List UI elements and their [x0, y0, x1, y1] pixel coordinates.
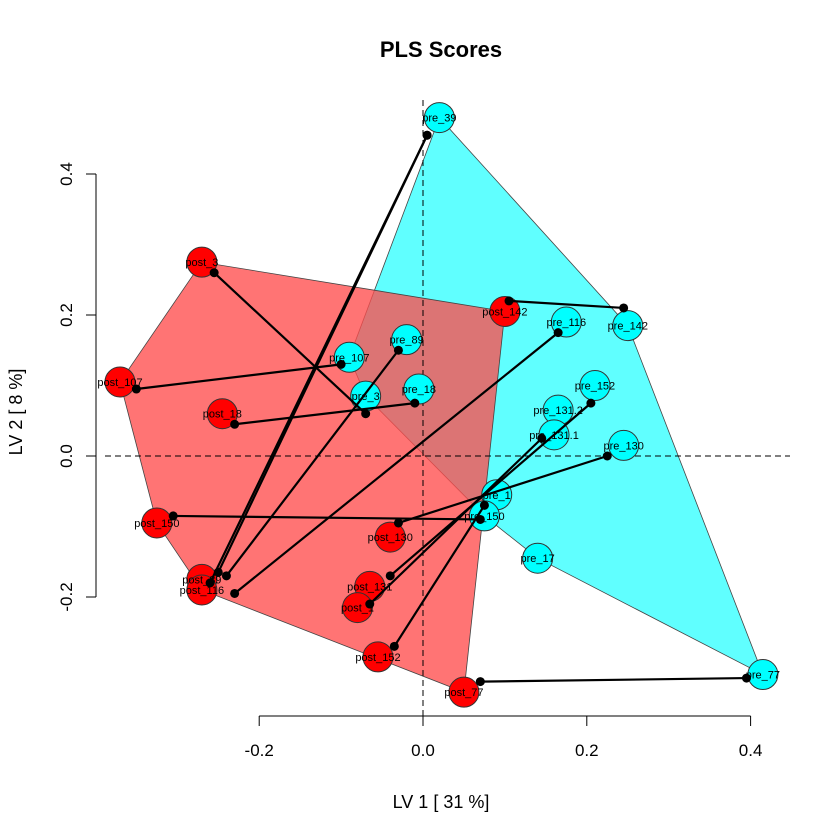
point-label: post_18	[203, 409, 242, 421]
pair-segment	[369, 437, 543, 605]
point-label: pre_1	[483, 490, 511, 502]
pair-segment	[480, 676, 747, 683]
chart-title: PLS Scores	[380, 37, 502, 62]
point-label: post_142	[482, 306, 527, 318]
pair-endpoint	[209, 268, 219, 278]
pair-segment	[233, 331, 559, 595]
post-point	[186, 246, 218, 278]
post-point	[489, 295, 521, 327]
point-label: post_107	[97, 377, 142, 389]
pair-segment	[136, 363, 342, 391]
pair-endpoint	[602, 451, 612, 461]
pair-endpoint	[410, 398, 420, 408]
x-axis-label: LV 1 [ 31 %]	[393, 792, 490, 812]
post-point	[141, 507, 173, 539]
point-label: pre_77	[746, 670, 780, 682]
pair-endpoint	[385, 571, 395, 581]
point-label: pre_131.2	[533, 405, 583, 417]
pair-endpoint	[336, 359, 346, 369]
post-point	[362, 641, 394, 673]
pre-point	[579, 370, 611, 401]
pair-endpoint	[742, 673, 752, 683]
point-label: pre_142	[608, 321, 648, 333]
post-point	[448, 676, 480, 708]
post-point	[206, 398, 238, 430]
point-label: pre_152	[575, 381, 615, 393]
pre-point	[608, 429, 640, 461]
point-label: post_89	[182, 574, 221, 586]
point-label: pre_131.1	[529, 430, 579, 442]
pair-endpoint	[131, 384, 141, 394]
pair-endpoint	[221, 571, 231, 581]
y-tick-label: 0.4	[57, 162, 76, 186]
pair-segment	[398, 454, 608, 525]
pair-endpoint	[553, 328, 563, 338]
point-label: post_131	[347, 581, 392, 593]
pair-endpoint	[537, 433, 547, 443]
pair-endpoint	[205, 578, 215, 588]
pair-endpoint	[393, 518, 403, 528]
point-label: post_152	[355, 652, 400, 664]
post-group-hull	[119, 261, 506, 693]
pair-segment	[508, 299, 624, 310]
pair-endpoint	[422, 130, 432, 140]
x-tick-label: 0.0	[411, 741, 435, 760]
y-tick-label: -0.2	[57, 582, 76, 611]
x-tick-label: 0.4	[739, 741, 763, 760]
pair-endpoint	[586, 398, 596, 408]
y-axis-label: LV 2 [ 8 %]	[6, 369, 26, 456]
point-label: pre_17	[521, 553, 555, 565]
pair-endpoint	[168, 511, 178, 521]
point-label: post_77	[444, 687, 483, 699]
point-label: pre_18	[402, 384, 436, 396]
post-point	[104, 366, 136, 398]
pair-segment	[213, 271, 367, 415]
pre-point	[612, 310, 644, 342]
pair-segment	[389, 402, 592, 577]
pair-endpoint	[479, 500, 489, 510]
x-tick-label: 0.2	[575, 741, 599, 760]
pair-segment	[209, 134, 429, 584]
point-label: pre_39	[422, 113, 456, 125]
pre-point	[522, 542, 554, 574]
pair-endpoint	[475, 514, 485, 524]
point-label: pre_3	[352, 391, 380, 403]
pair-endpoint	[619, 303, 629, 313]
pair-endpoint	[365, 599, 375, 609]
pair-endpoint	[504, 296, 514, 306]
point-label: post_3	[185, 257, 218, 269]
point-label: pre_89	[389, 335, 423, 347]
point-label: pre_116	[547, 317, 587, 329]
pair-endpoint	[475, 677, 485, 687]
pair-segment	[225, 349, 400, 577]
point-label: pre_130	[603, 440, 643, 452]
point-label: post_150	[134, 518, 179, 530]
pair-segment	[234, 402, 415, 426]
pair-endpoint	[230, 588, 240, 598]
pair-endpoint	[389, 641, 399, 651]
point-label: post_116	[180, 585, 224, 597]
x-tick-label: -0.2	[245, 741, 274, 760]
pair-segment	[393, 504, 486, 647]
point-label: pre_107	[329, 352, 369, 364]
pair-endpoint	[393, 345, 403, 355]
point-label: pre_150	[464, 511, 504, 523]
point-label: post_130	[368, 532, 413, 544]
post-point	[374, 521, 406, 553]
pair-endpoint	[230, 419, 240, 429]
pair-endpoint	[361, 409, 371, 419]
y-tick-label: 0.0	[57, 444, 76, 468]
y-tick-label: 0.2	[57, 303, 76, 327]
point-label: post_1	[341, 603, 374, 615]
pair-segment	[173, 514, 481, 521]
pre-point	[423, 102, 455, 134]
